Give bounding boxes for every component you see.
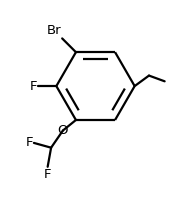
Text: F: F	[26, 136, 33, 149]
Text: O: O	[58, 124, 68, 137]
Text: Br: Br	[47, 24, 62, 37]
Text: F: F	[30, 80, 37, 93]
Text: F: F	[44, 168, 51, 181]
